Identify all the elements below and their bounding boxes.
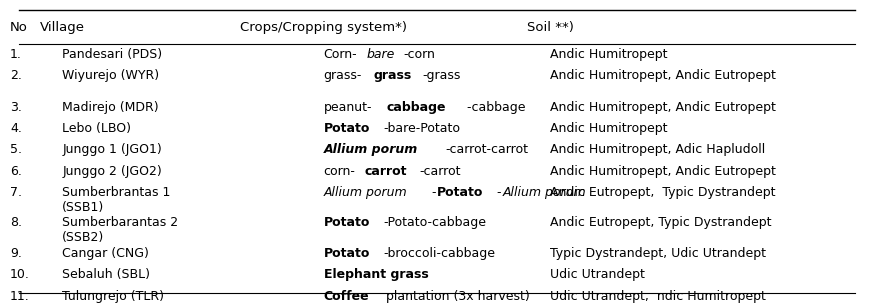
Text: grass: grass xyxy=(373,69,412,82)
Text: corn-: corn- xyxy=(323,164,356,178)
Text: (SSB1): (SSB1) xyxy=(62,201,105,214)
Text: Andic Humitropept, Andic Eutropept: Andic Humitropept, Andic Eutropept xyxy=(551,101,776,114)
Text: Andic Humitropept: Andic Humitropept xyxy=(551,122,668,135)
Text: Junggo 1 (JGO1): Junggo 1 (JGO1) xyxy=(62,143,162,156)
Text: plantation (3x harvest): plantation (3x harvest) xyxy=(383,290,531,303)
Text: Pandesari (PDS): Pandesari (PDS) xyxy=(62,48,163,61)
Text: Andic Humitropept, Andic Eutropept: Andic Humitropept, Andic Eutropept xyxy=(551,69,776,82)
Text: Junggo 2 (JGO2): Junggo 2 (JGO2) xyxy=(62,164,162,178)
Text: carrot: carrot xyxy=(364,164,407,178)
Text: -grass: -grass xyxy=(422,69,461,82)
Text: -cabbage: -cabbage xyxy=(462,101,525,114)
Text: Sumberbarantas 2: Sumberbarantas 2 xyxy=(62,216,178,230)
Text: Coffee: Coffee xyxy=(323,290,370,303)
Text: Allium porum: Allium porum xyxy=(503,186,586,199)
Text: -broccoli-cabbage: -broccoli-cabbage xyxy=(384,247,496,260)
Text: -Potato-cabbage: -Potato-cabbage xyxy=(384,216,487,230)
Text: Soil **): Soil **) xyxy=(527,21,573,34)
Text: -: - xyxy=(431,186,436,199)
Text: bare: bare xyxy=(367,48,395,61)
Text: Allium porum: Allium porum xyxy=(323,143,418,156)
Text: Sumberbrantas 1: Sumberbrantas 1 xyxy=(62,186,170,199)
Text: 10.: 10. xyxy=(10,268,30,282)
Text: grass-: grass- xyxy=(323,69,362,82)
Text: peanut-: peanut- xyxy=(323,101,372,114)
Text: 2.: 2. xyxy=(10,69,22,82)
Text: 7.: 7. xyxy=(10,186,22,199)
Text: Wiyurejo (WYR): Wiyurejo (WYR) xyxy=(62,69,159,82)
Text: No: No xyxy=(10,21,28,34)
Text: Elephant grass: Elephant grass xyxy=(323,268,428,282)
Text: 1.: 1. xyxy=(10,48,22,61)
Text: Lebo (LBO): Lebo (LBO) xyxy=(62,122,131,135)
Text: 8.: 8. xyxy=(10,216,22,230)
Text: 6.: 6. xyxy=(10,164,22,178)
Text: -bare-Potato: -bare-Potato xyxy=(384,122,461,135)
Text: Andic Humitropept, Adic Hapludoll: Andic Humitropept, Adic Hapludoll xyxy=(551,143,766,156)
Text: Andic Eutropept, Typic Dystrandept: Andic Eutropept, Typic Dystrandept xyxy=(551,216,772,230)
Text: 3.: 3. xyxy=(10,101,22,114)
Text: Village: Village xyxy=(40,21,85,34)
Text: (SSB2): (SSB2) xyxy=(62,231,105,244)
Text: Andic Eutropept,  Typic Dystrandept: Andic Eutropept, Typic Dystrandept xyxy=(551,186,776,199)
Text: Potato: Potato xyxy=(437,186,483,199)
Text: Madirejo (MDR): Madirejo (MDR) xyxy=(62,101,159,114)
Text: Sebaluh (SBL): Sebaluh (SBL) xyxy=(62,268,150,282)
Text: Allium porum: Allium porum xyxy=(323,186,407,199)
Text: Udic Utrandept,  ndic Humitropept: Udic Utrandept, ndic Humitropept xyxy=(551,290,766,303)
Text: Tulungrejo (TLR): Tulungrejo (TLR) xyxy=(62,290,164,303)
Text: Andic Humitropept, Andic Eutropept: Andic Humitropept, Andic Eutropept xyxy=(551,164,776,178)
Text: Cangar (CNG): Cangar (CNG) xyxy=(62,247,149,260)
Text: Potato: Potato xyxy=(323,122,370,135)
Text: 5.: 5. xyxy=(10,143,22,156)
Text: 4.: 4. xyxy=(10,122,22,135)
Text: Typic Dystrandept, Udic Utrandept: Typic Dystrandept, Udic Utrandept xyxy=(551,247,766,260)
Text: Andic Humitropept: Andic Humitropept xyxy=(551,48,668,61)
Text: Potato: Potato xyxy=(323,216,370,230)
Text: cabbage: cabbage xyxy=(386,101,446,114)
Text: -: - xyxy=(496,186,501,199)
Text: Corn-: Corn- xyxy=(323,48,357,61)
Text: Potato: Potato xyxy=(323,247,370,260)
Text: -carrot-carrot: -carrot-carrot xyxy=(445,143,528,156)
Text: -corn: -corn xyxy=(404,48,435,61)
Text: Crops/Cropping system*): Crops/Cropping system*) xyxy=(240,21,407,34)
Text: Udic Utrandept: Udic Utrandept xyxy=(551,268,645,282)
Text: 11.: 11. xyxy=(10,290,30,303)
Text: 9.: 9. xyxy=(10,247,22,260)
Text: -carrot: -carrot xyxy=(420,164,461,178)
